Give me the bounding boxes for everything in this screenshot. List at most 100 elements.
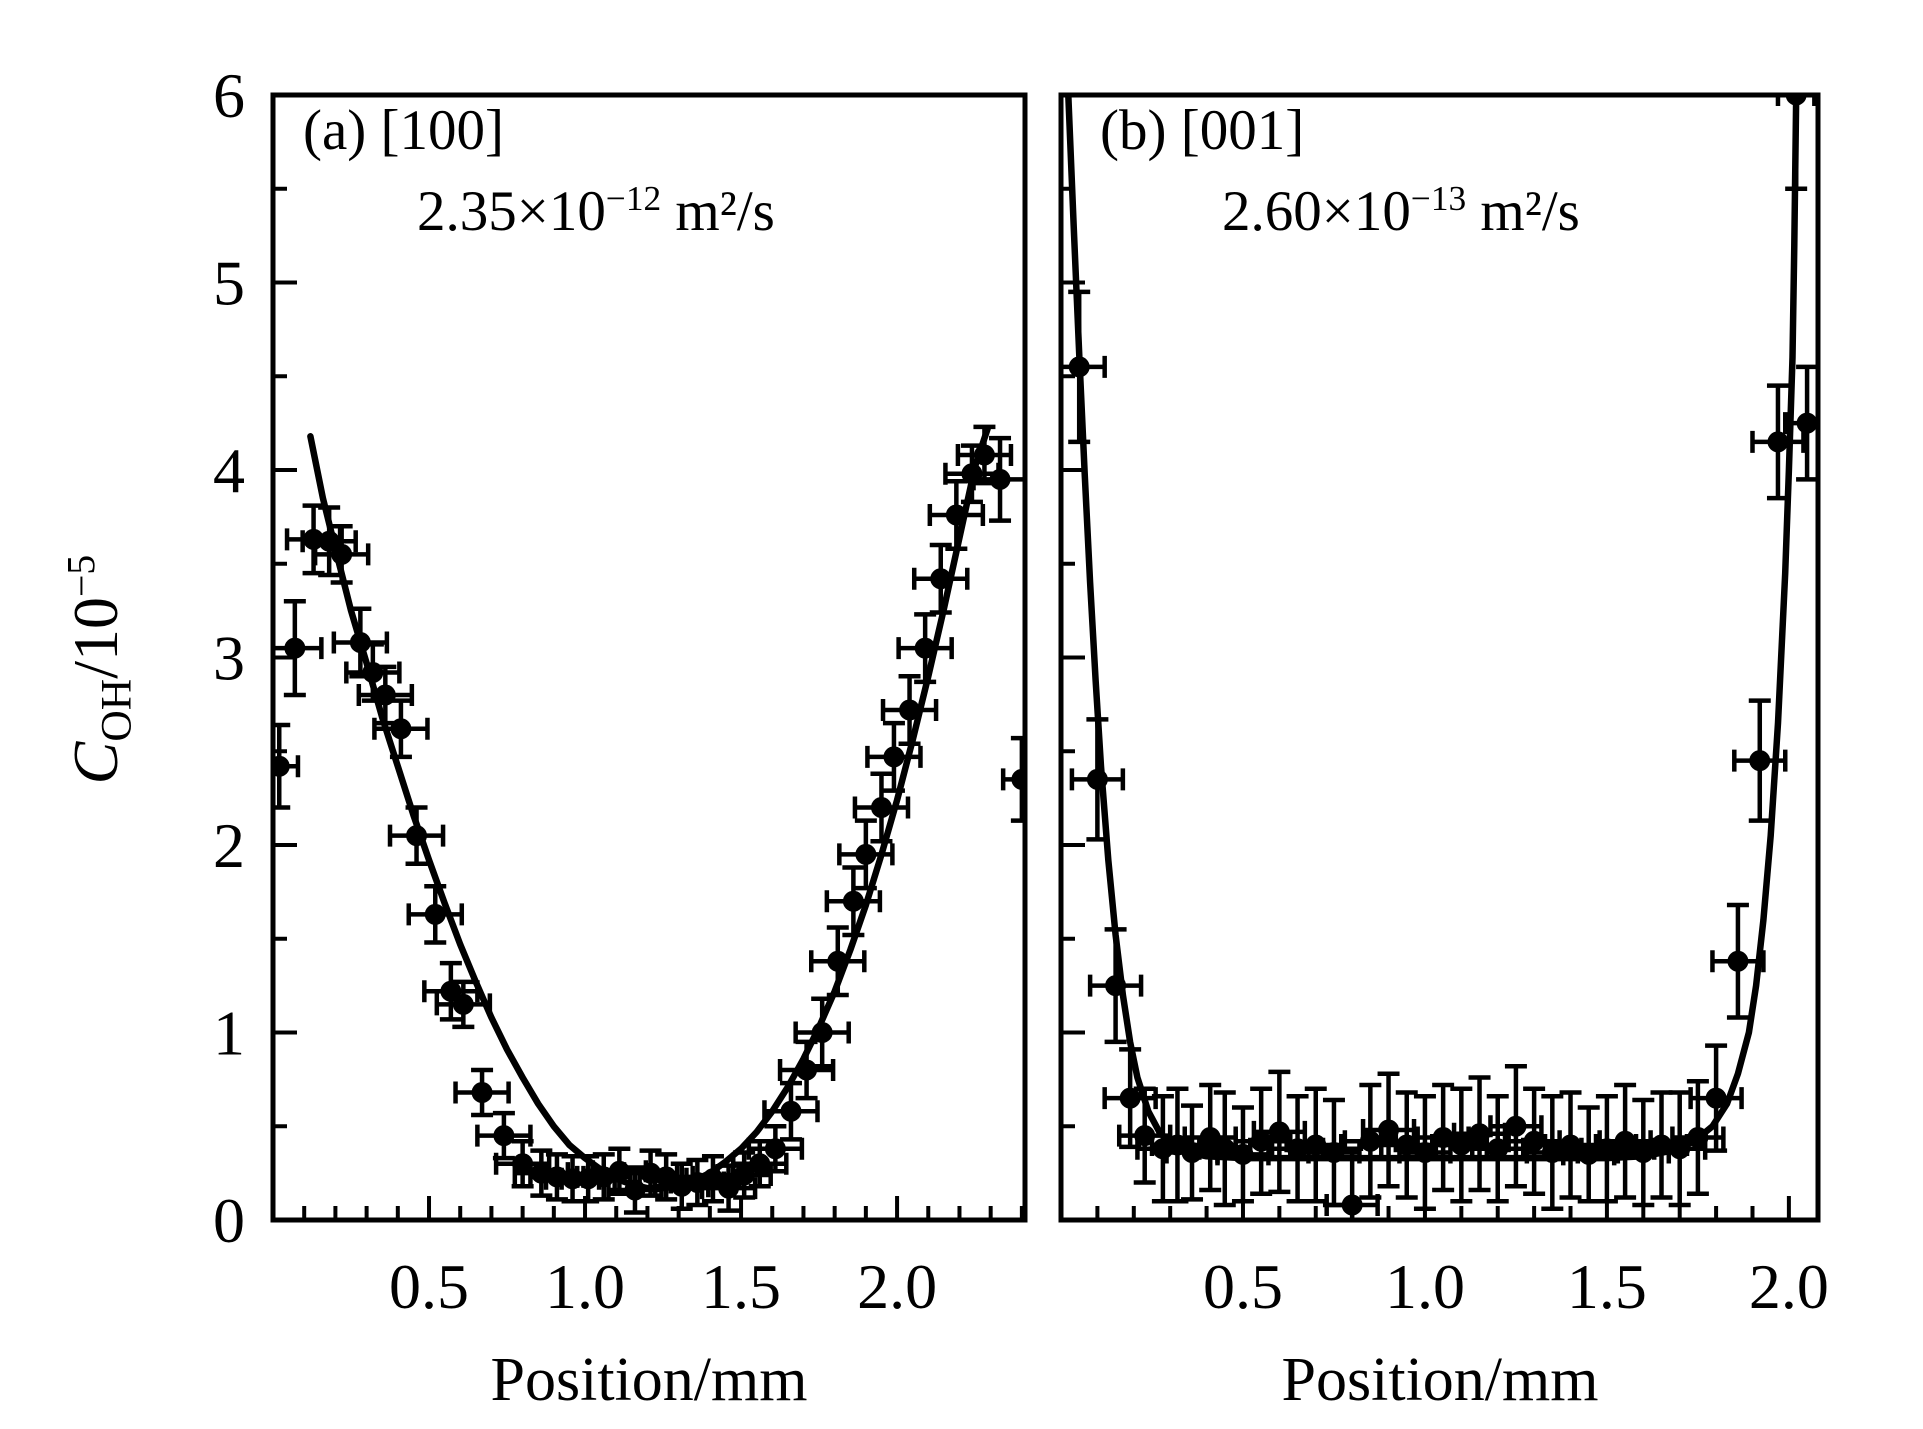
data-point-marker (318, 530, 340, 552)
panel-a-ticks (273, 186, 1024, 1220)
panel-a-x-tick-labels: 0.5 1.0 1.5 2.0 (389, 1251, 937, 1322)
data-point (1775, 95, 1817, 191)
y-tick-label: 4 (213, 435, 245, 506)
data-point-marker (1796, 412, 1818, 434)
data-point-marker (945, 504, 967, 526)
y-axis-title-exponent: −5 (59, 554, 104, 598)
data-point-marker (1119, 1087, 1141, 1109)
panel-b-x-tick-labels: 0.5 1.0 1.5 2.0 (1203, 1251, 1829, 1322)
panel-b-ticks (1061, 186, 1791, 1220)
data-point (837, 818, 895, 891)
data-point-marker (1086, 768, 1108, 790)
data-point-marker (331, 543, 353, 565)
data-point (273, 722, 301, 810)
data-point (434, 979, 493, 1030)
data-point (422, 960, 480, 1022)
data-point-marker (930, 568, 952, 590)
data-point (300, 505, 358, 578)
y-tick-label: 3 (213, 623, 245, 694)
y-tick-label: 2 (213, 810, 245, 881)
data-point (1087, 927, 1144, 1045)
x-axis-title-a: Position/mm (490, 1346, 808, 1414)
data-point (1061, 289, 1107, 445)
panel-b-data-points (1061, 95, 1818, 1220)
data-point-marker (471, 1082, 493, 1103)
data-point-marker (1785, 95, 1807, 106)
x-tick-label: 1.0 (1385, 1251, 1465, 1322)
panel-b-diff-unit: m²/s (1466, 180, 1580, 243)
panel-a-label: (a) [100] (303, 99, 504, 162)
data-point (971, 435, 1025, 523)
data-point (387, 805, 446, 866)
panel-b-fit-curve (1065, 95, 1800, 1162)
x-tick-label: 2.0 (857, 1251, 937, 1322)
data-point-marker (424, 903, 446, 925)
x-tick-label: 1.5 (701, 1251, 781, 1322)
data-point (824, 865, 883, 938)
data-point (453, 1067, 511, 1118)
y-tick-label: 6 (213, 60, 245, 131)
data-point-marker (1105, 975, 1127, 997)
data-point-marker (811, 1022, 833, 1043)
x-tick-label: 0.5 (389, 1251, 469, 1322)
data-point (1470, 1094, 1526, 1204)
data-point-marker (733, 1164, 755, 1186)
data-point (809, 925, 867, 998)
data-point (406, 884, 465, 945)
data-point (1000, 735, 1025, 823)
data-point (927, 479, 986, 551)
data-point-marker (796, 1059, 818, 1081)
data-point (1069, 717, 1126, 842)
y-axis-title-scale: /10 (59, 597, 131, 679)
data-point-marker (273, 755, 290, 777)
panel-b-diff-exponent: −13 (1410, 179, 1467, 218)
y-axis-title-symbol: C (59, 741, 131, 785)
x-axis-title-b: Position/mm (1281, 1346, 1599, 1414)
data-point (911, 542, 970, 615)
data-point (1324, 1146, 1380, 1220)
data-point-marker (1341, 1194, 1363, 1216)
data-point-marker (1705, 1087, 1727, 1109)
data-point-marker (855, 843, 877, 865)
data-point-marker (284, 637, 306, 659)
data-point-marker (1268, 1121, 1290, 1143)
data-point (793, 996, 851, 1069)
data-point (475, 1110, 533, 1161)
data-point-marker (1199, 1127, 1221, 1148)
data-point (852, 771, 911, 844)
data-point-marker (406, 825, 428, 847)
data-point-marker (899, 699, 921, 721)
panel-a-diff-exponent: −12 (605, 179, 662, 218)
data-point (1732, 698, 1788, 823)
data-point (1397, 1094, 1453, 1211)
panel-b-diffusivity: 2.60×10−13 m²/s (1222, 178, 1580, 244)
data-point-marker (973, 444, 995, 466)
data-point-marker (390, 718, 412, 740)
data-point-marker (1727, 950, 1749, 972)
data-point (865, 720, 923, 793)
data-point (1688, 1043, 1744, 1153)
data-point-marker (349, 632, 371, 653)
y-tick-label: 0 (213, 1185, 245, 1256)
data-point-marker (842, 890, 864, 912)
data-point-marker (512, 1153, 534, 1175)
panel-a-data-points (273, 424, 1025, 1215)
data-point-marker (1323, 1142, 1345, 1163)
data-point-marker (440, 980, 462, 1002)
data-point-marker (827, 950, 849, 972)
data-point (1750, 383, 1806, 501)
data-point-marker (1011, 768, 1025, 790)
data-point-marker (870, 797, 892, 818)
data-point-marker (883, 746, 905, 768)
data-point-marker (1767, 431, 1789, 453)
data-point-marker (989, 468, 1011, 490)
y-tick-label: 1 (213, 998, 245, 1069)
data-point-marker (780, 1100, 802, 1122)
data-point (880, 674, 939, 746)
data-point (1182, 1082, 1238, 1193)
data-point-marker (1068, 356, 1090, 378)
panel-b-frame (1058, 92, 1821, 1223)
data-point (312, 524, 371, 585)
